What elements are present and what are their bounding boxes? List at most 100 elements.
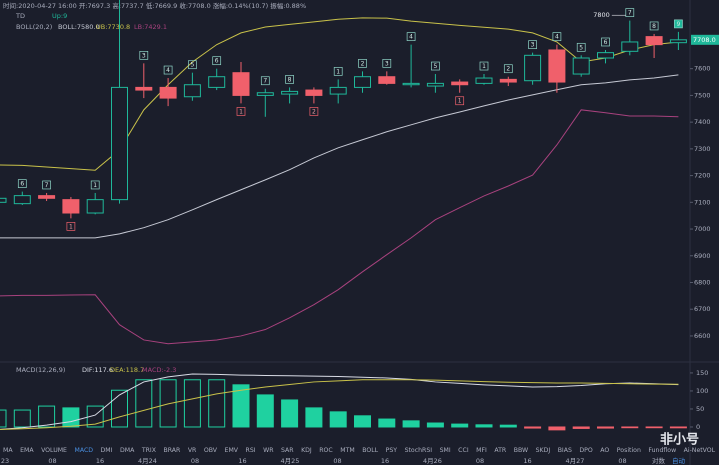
indicator-button[interactable]: BOLL xyxy=(362,447,378,454)
indicator-button[interactable]: BIAS xyxy=(558,447,572,454)
indicator-button[interactable]: SKDJ xyxy=(536,447,551,454)
td-label: 1 xyxy=(93,182,97,189)
x-tick-label: 08 xyxy=(333,457,341,465)
indicator-button[interactable]: KDJ xyxy=(301,447,312,454)
macd-bar xyxy=(159,379,177,428)
indicator-button[interactable]: BRAR xyxy=(163,447,181,454)
y-tick-label: 100 xyxy=(696,387,708,395)
indicator-button[interactable]: OBV xyxy=(204,447,218,454)
macd-bar xyxy=(354,415,371,428)
td-box xyxy=(139,50,149,60)
macd-bar xyxy=(111,389,128,428)
macd-bar xyxy=(451,423,469,428)
td-label: 2 xyxy=(312,108,316,115)
macd-bar xyxy=(621,426,639,429)
indicator-button[interactable]: ROC xyxy=(319,447,333,454)
dea-line xyxy=(0,379,679,430)
td-label: 1 xyxy=(482,63,486,70)
candle-body xyxy=(0,197,7,203)
close-tag xyxy=(691,34,719,45)
candle-body xyxy=(426,82,444,87)
indicator-button[interactable]: VR xyxy=(188,447,197,454)
indicator-button[interactable]: SMI xyxy=(440,447,451,454)
candle-body xyxy=(669,39,687,44)
indicator-button[interactable]: MTM xyxy=(340,447,354,454)
x-tick-label: 16 xyxy=(381,457,389,465)
candle-body xyxy=(62,199,80,214)
macd-bar xyxy=(329,411,347,428)
indicator-button[interactable]: PSY xyxy=(386,447,398,454)
y-tick-label: 7400 xyxy=(694,118,711,126)
td-label: 1 xyxy=(239,108,243,115)
indicator-button[interactable]: MACD xyxy=(74,447,93,454)
candle-body xyxy=(475,77,493,84)
td-label: 8 xyxy=(652,23,656,30)
footer-log[interactable]: 对数 xyxy=(652,456,666,465)
macd-bar xyxy=(378,418,396,428)
boll-mid-line xyxy=(0,74,679,239)
indicator-button[interactable]: SAR xyxy=(281,447,294,454)
y-tick-label: 6600 xyxy=(694,332,711,340)
indicator-button[interactable]: WR xyxy=(263,447,274,454)
td-label: 7 xyxy=(45,182,49,189)
indicator-button[interactable]: DMI xyxy=(101,447,113,454)
td-box xyxy=(625,8,635,17)
td-title: TD xyxy=(15,12,25,20)
indicator-button[interactable]: DMA xyxy=(120,447,135,454)
indicator-button[interactable]: EMA xyxy=(20,447,34,454)
y-tick-label: 7500 xyxy=(694,91,711,99)
td-box xyxy=(431,61,440,71)
td-label: 4 xyxy=(409,34,413,41)
candle-body xyxy=(329,86,347,95)
td-box xyxy=(188,60,197,70)
boll-label: BOLL:7580.0 xyxy=(58,23,100,31)
indicator-button[interactable]: TRIX xyxy=(141,447,157,454)
macd-bar xyxy=(0,409,7,428)
macd-bar xyxy=(572,426,590,429)
macd-bar xyxy=(669,426,687,429)
indicator-button[interactable]: VOLUME xyxy=(41,447,67,454)
indicator-button[interactable]: Position xyxy=(617,447,641,454)
x-tick-label: 08 xyxy=(48,457,56,465)
td-box xyxy=(479,61,489,71)
boll-label: LB:7429.1 xyxy=(134,23,167,31)
td-label: 5 xyxy=(579,44,583,51)
td-box xyxy=(674,19,683,29)
td-box xyxy=(17,179,27,188)
candle-body xyxy=(256,92,274,96)
indicator-button[interactable]: StochRSI xyxy=(405,447,433,454)
footer-auto[interactable]: 自动 xyxy=(672,456,686,465)
indicator-button[interactable]: MA xyxy=(3,447,13,454)
x-tick-label: 4月26 xyxy=(423,457,442,465)
macd-bar xyxy=(232,384,250,428)
indicator-button[interactable]: BBW xyxy=(514,447,528,454)
macd-bar xyxy=(597,426,614,429)
indicator-button[interactable]: EMV xyxy=(225,447,239,454)
td-box xyxy=(552,32,562,41)
indicator-button[interactable]: Fundflow xyxy=(648,447,676,454)
td-box xyxy=(309,107,319,116)
indicator-button[interactable]: Ai-NetVOL xyxy=(684,447,716,454)
macd-bar xyxy=(62,407,80,428)
indicator-button[interactable]: CCI xyxy=(458,447,469,454)
candle-body xyxy=(208,76,226,88)
indicator-button[interactable]: MFI xyxy=(476,447,487,454)
td-box xyxy=(406,32,416,41)
td-label: 2 xyxy=(361,60,365,67)
candle-body xyxy=(402,82,420,86)
candle-body xyxy=(13,195,31,205)
indicator-button[interactable]: DPO xyxy=(579,447,592,454)
candle-body xyxy=(135,86,153,91)
candle-body xyxy=(38,195,56,199)
macd-bar xyxy=(86,405,104,428)
x-tick-label: 4月24 xyxy=(138,457,157,465)
indicator-button[interactable]: AO xyxy=(600,447,609,454)
candle-body xyxy=(305,89,323,96)
indicator-button[interactable]: ATR xyxy=(494,447,507,454)
dif-label: DIF:117.6 xyxy=(82,366,113,374)
td-label: 3 xyxy=(531,42,535,49)
indicator-button[interactable]: RSI xyxy=(246,447,256,454)
macd-bar xyxy=(475,424,493,428)
candle-body xyxy=(183,84,201,98)
macd-bar xyxy=(281,399,299,428)
